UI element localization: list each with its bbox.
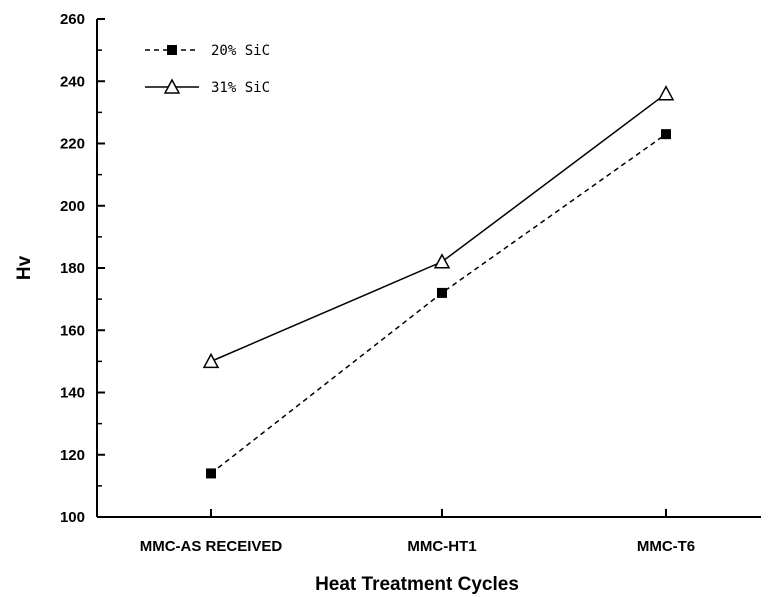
data-point: [437, 287, 447, 298]
y-tick-label: 180: [60, 260, 85, 277]
legend-item: 31% SiC: [145, 78, 270, 96]
data-point: [661, 129, 671, 140]
series-31-sic: [202, 85, 675, 369]
x-tick-label: MMC-AS RECEIVED: [140, 538, 283, 555]
data-point: [433, 253, 451, 269]
y-axis: 100 120 140 160 180 200 220 240 260: [60, 11, 105, 526]
x-tick-label: MMC-T6: [637, 538, 695, 555]
y-tick-label: 260: [60, 11, 85, 28]
data-point: [206, 468, 216, 479]
legend: 20% SiC 31% SiC: [145, 43, 270, 96]
y-tick-label: 200: [60, 198, 85, 215]
series-20-sic: [206, 129, 671, 479]
y-tick-label: 120: [60, 447, 85, 464]
y-tick-label: 240: [60, 73, 85, 90]
y-tick-label: 140: [60, 385, 85, 402]
y-axis-title: Hv: [14, 255, 35, 280]
x-tick-label: MMC-HT1: [407, 538, 476, 555]
series-line: [210, 93, 667, 363]
x-axis: MMC-AS RECEIVED MMC-HT1 MMC-T6: [140, 509, 695, 555]
legend-label: 20% SiC: [211, 43, 270, 59]
legend-item: 20% SiC: [145, 43, 270, 59]
y-tick-label: 220: [60, 136, 85, 153]
x-axis-title: Heat Treatment Cycles: [315, 574, 519, 595]
data-point: [657, 85, 675, 101]
series-line: [210, 133, 667, 475]
data-point: [167, 45, 177, 55]
y-tick-label: 100: [60, 509, 85, 526]
y-tick-label: 160: [60, 322, 85, 339]
data-point: [163, 78, 181, 94]
series-layer: [202, 85, 675, 479]
data-point: [202, 352, 220, 369]
legend-label: 31% SiC: [211, 80, 270, 96]
